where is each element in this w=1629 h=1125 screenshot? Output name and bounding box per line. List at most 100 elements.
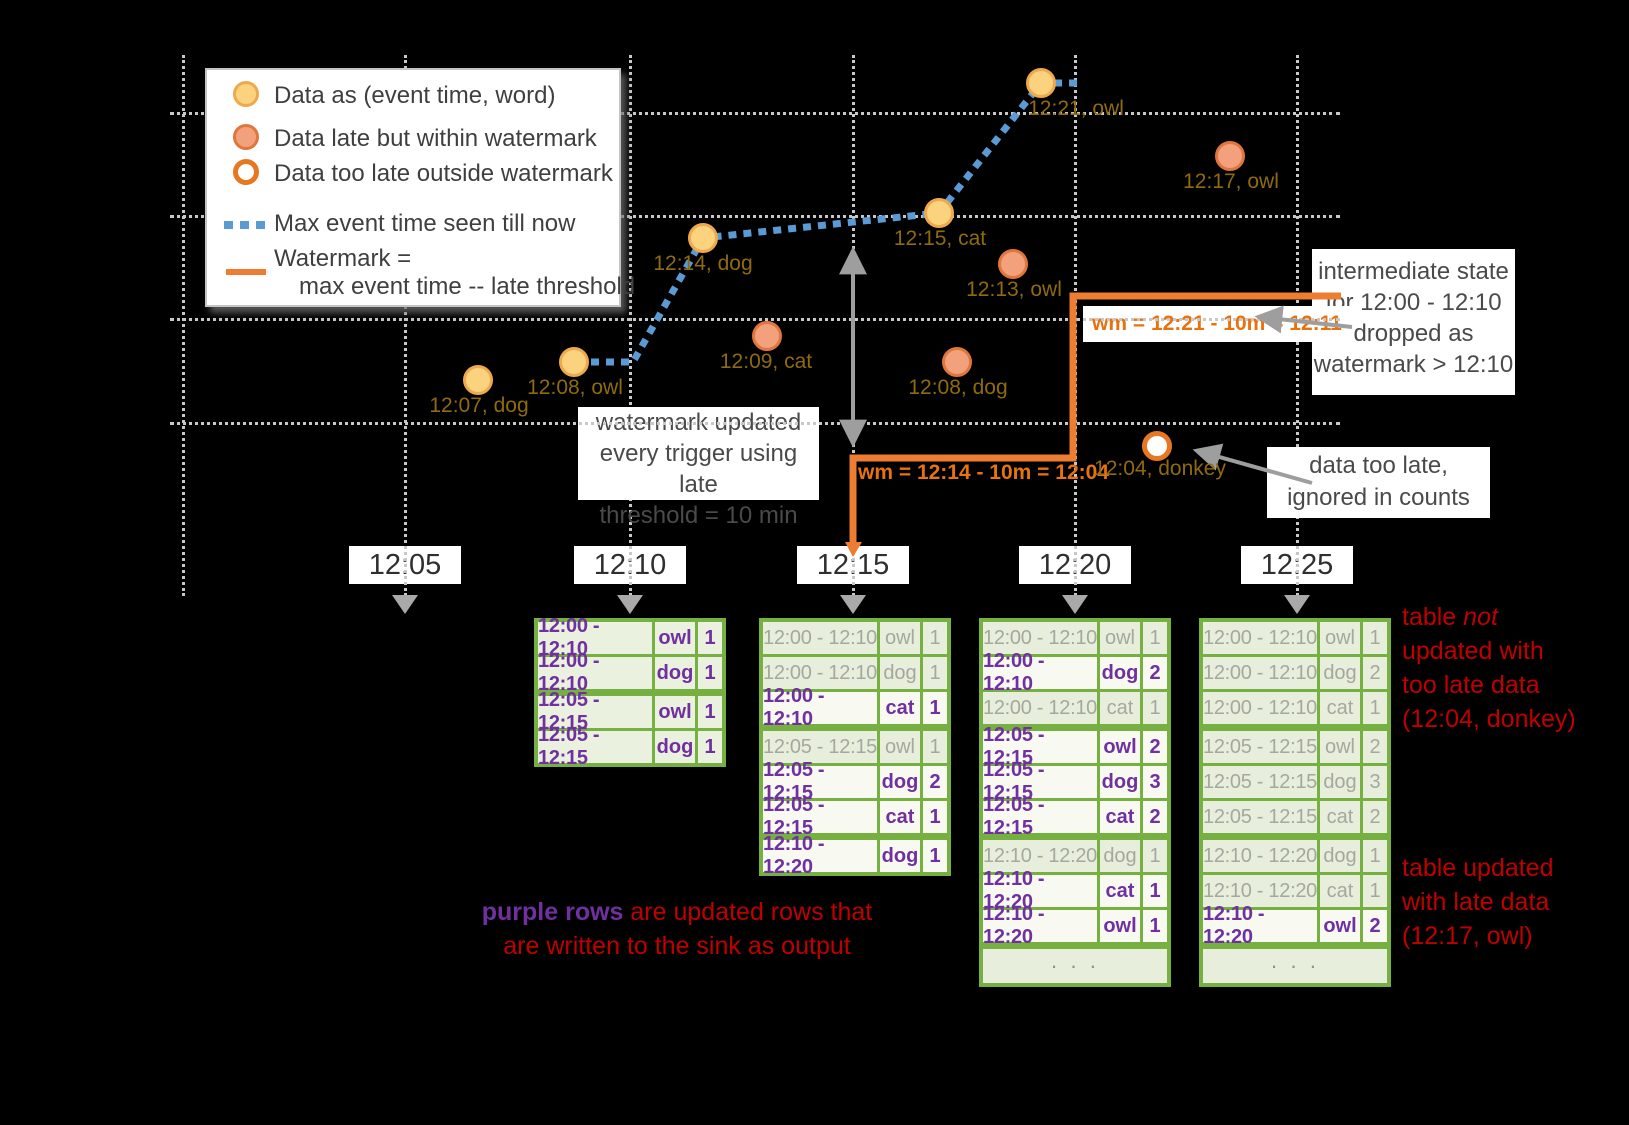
vertical-gridline	[852, 55, 855, 596]
table-row: 12:00 - 12:10 owl 1	[1203, 622, 1387, 654]
table-cell-word: dog	[1320, 657, 1360, 689]
note-line: intermediate state	[1318, 258, 1509, 285]
table-cell-word: cat	[880, 692, 920, 724]
table-cell-count: 1	[923, 840, 947, 872]
data-point-label: 12:15, cat	[893, 227, 987, 250]
table-cell-word: owl	[655, 622, 695, 654]
table-cell-word: dog	[880, 657, 920, 689]
table-cell-count: 3	[1143, 766, 1167, 798]
data-point-label: 12:14, dog	[653, 252, 753, 275]
table-cell-count: 1	[923, 801, 947, 833]
note-text: table updated	[1402, 854, 1554, 882]
table-cell-window: 12:00 - 12:10	[1203, 657, 1317, 689]
table-row: 12:10 - 12:20 dog 1	[983, 840, 1167, 872]
table-cell-word: dog	[1320, 766, 1360, 798]
table-cell-word: owl	[1100, 731, 1140, 763]
table-row: 12:10 - 12:20 cat 1	[983, 868, 1167, 913]
data-point-label: 12:13, owl	[966, 278, 1062, 301]
table-cell-window: 12:00 - 12:10	[983, 622, 1097, 654]
table-cell-word: dog	[655, 731, 695, 763]
table-cell-word: owl	[1320, 731, 1360, 763]
table-not-updated-note: table not updated with too late data (12…	[1402, 600, 1576, 736]
table-row: 12:00 - 12:10 dog 1	[538, 650, 722, 695]
table-cell-word: cat	[1320, 875, 1360, 907]
table-cell-window: 12:05 - 12:15	[1203, 731, 1317, 763]
note-text: (12:04, donkey)	[1402, 705, 1576, 733]
data-point-label: 12:08, owl	[527, 376, 623, 399]
table-cell-count: 1	[923, 657, 947, 689]
vertical-gridline	[182, 55, 185, 596]
table-cell-window: 12:05 - 12:15	[763, 794, 877, 839]
trigger-arrow-icon	[392, 595, 418, 614]
late-circle-icon	[233, 124, 259, 150]
table-ellipsis-row: · · ·	[1203, 949, 1387, 983]
table-row: 12:05 - 12:15 owl 2	[1203, 731, 1387, 763]
table-row: 12:10 - 12:20 owl 1	[983, 903, 1167, 948]
table-cell-window: 12:00 - 12:10	[983, 692, 1097, 724]
table-row: 12:00 - 12:10 dog 2	[983, 650, 1167, 695]
table-cell-word: owl	[1100, 910, 1140, 942]
note-line: threshold = 10 min	[599, 502, 798, 529]
table-row: 12:05 - 12:15 cat 2	[1203, 801, 1387, 833]
data-point-on-time	[1026, 68, 1056, 98]
table-cell-window: 12:00 - 12:10	[1203, 692, 1317, 724]
trigger-arrow-icon	[617, 595, 643, 614]
data-point-label: 12:08, dog	[908, 376, 1008, 399]
table-cell-word: owl	[1320, 622, 1360, 654]
horizontal-gridline	[170, 422, 1340, 425]
watermark-line-icon	[226, 269, 266, 275]
table-cell-window: 12:10 - 12:20	[1203, 875, 1317, 907]
data-point-on-time	[924, 198, 954, 228]
data-point-on-time	[463, 365, 493, 395]
table-row: 12:00 - 12:10 dog 1	[763, 657, 947, 689]
data-point-late	[942, 347, 972, 377]
table-cell-word: cat	[1100, 801, 1140, 833]
data-point-label: 12:07, dog	[429, 394, 529, 417]
table-cell-count: 2	[1143, 731, 1167, 763]
watermark-value-label-1: wm = 12:14 - 10m = 12:04	[858, 461, 1109, 484]
vertical-gridline	[404, 55, 407, 596]
legend-label-too-late: Data too late outside watermark	[274, 160, 613, 187]
table-cell-window: 12:10 - 12:20	[1203, 903, 1317, 948]
table-cell-word: owl	[880, 622, 920, 654]
table-cell-word: owl	[1100, 622, 1140, 654]
data-point-late	[998, 249, 1028, 279]
watermark-trigger-note: watermark updated every trigger using la…	[578, 407, 819, 529]
on-time-circle-icon	[233, 81, 259, 107]
too-late-circle-icon	[233, 159, 259, 185]
table-cell-word: cat	[1320, 692, 1360, 724]
table-cell-word: owl	[1320, 910, 1360, 942]
table-updated-note: table updated with late data (12:17, owl…	[1402, 851, 1554, 953]
horizontal-gridline	[170, 318, 1340, 321]
legend-label-watermark-2: max event time -- late threshold	[299, 273, 636, 300]
result-table-12:25: 12:00 - 12:10 owl 1 12:00 - 12:10 dog 2 12:00 …	[1199, 618, 1391, 987]
table-cell-window: 12:05 - 12:15	[983, 724, 1097, 769]
table-cell-count: 2	[1363, 657, 1387, 689]
table-cell-count: 1	[1363, 840, 1387, 872]
note-text: (12:17, owl)	[1402, 922, 1533, 950]
data-point-label: 12:17, owl	[1183, 170, 1279, 193]
table-cell-count: 2	[1143, 657, 1167, 689]
data-point-late	[752, 321, 782, 351]
table-row: 12:00 - 12:10 dog 2	[1203, 657, 1387, 689]
purple-rows-rest: are updated rows that	[623, 898, 873, 926]
table-cell-window: 12:00 - 12:10	[1203, 622, 1317, 654]
table-row: 12:05 - 12:15 owl 1	[538, 689, 722, 734]
note-text: table	[1402, 603, 1464, 631]
note-line: dropped as	[1353, 320, 1474, 347]
data-point-label: 12:04, donkey	[1094, 457, 1226, 480]
table-cell-count: 1	[1143, 840, 1167, 872]
table-cell-word: owl	[655, 696, 695, 728]
legend-label-late: Data late but within watermark	[274, 125, 597, 152]
table-cell-window: 12:00 - 12:10	[983, 650, 1097, 695]
table-cell-count: 1	[698, 731, 722, 763]
legend-label-max-event: Max event time seen till now	[274, 210, 576, 237]
table-row: 12:00 - 12:10 cat 1	[983, 692, 1167, 724]
vertical-gridline	[1074, 55, 1077, 596]
table-cell-window: 12:05 - 12:15	[763, 731, 877, 763]
table-row: 12:10 - 12:20 dog 1	[763, 833, 947, 878]
table-cell-count: 1	[1363, 622, 1387, 654]
table-cell-count: 2	[1363, 801, 1387, 833]
table-row: 12:10 - 12:20 dog 1	[1203, 840, 1387, 872]
